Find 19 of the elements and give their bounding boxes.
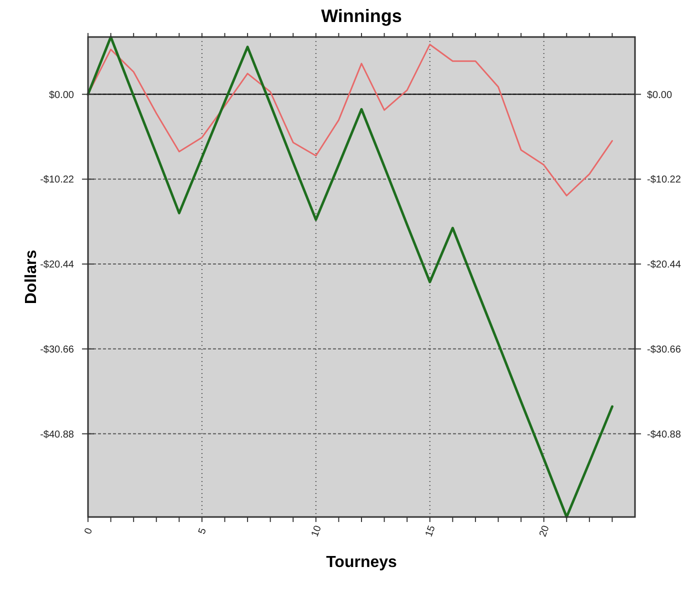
y-tick-label: -$40.88: [40, 429, 74, 440]
y2-tick-label: $0.00: [647, 90, 672, 101]
x-tick-label: 5: [196, 526, 210, 536]
x-axis-title: Tourneys: [326, 554, 398, 571]
y2-tick-label: -$10.22: [647, 174, 682, 186]
x-tick-label: 10: [310, 524, 324, 538]
y-tick-label: -$10.22: [40, 174, 74, 186]
y-tick-label: $0.00: [48, 90, 74, 101]
chart-title: Winnings: [321, 6, 402, 26]
line-series: [86, 36, 614, 518]
y2-tick-label: -$40.88: [647, 429, 682, 440]
y2-tick-label: -$30.66: [647, 344, 682, 356]
x-tick-label: 20: [538, 524, 552, 538]
x-tick-label: 0: [82, 526, 96, 536]
y2-tick-label: -$20.44: [647, 260, 682, 271]
x-tick-label: 15: [424, 524, 438, 538]
y-tick-label: -$30.66: [40, 344, 74, 356]
y-tick-label: -$20.44: [40, 260, 74, 271]
y-axis-title: Dollars: [23, 250, 40, 304]
